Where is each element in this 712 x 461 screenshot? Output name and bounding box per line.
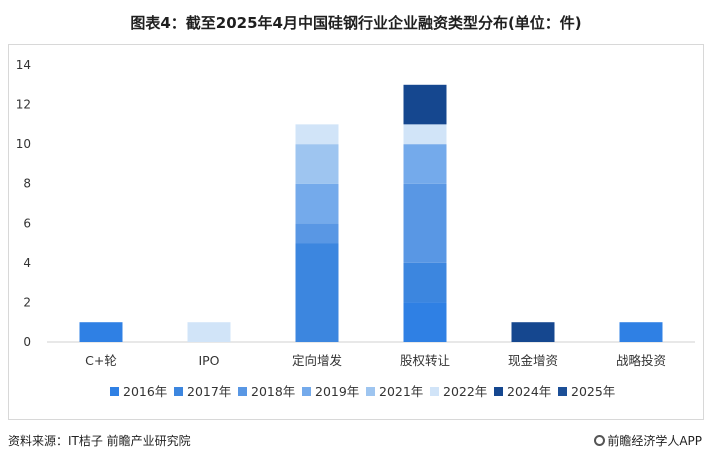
x-tick-label: 现金增资 [508, 353, 558, 368]
legend-swatch [110, 387, 119, 396]
y-tick-label: 12 [16, 98, 31, 112]
stacked-bar-chart: 0 2 4 6 8 10 12 14 C+轮 IPO 定向增发 股权转让 现金增资 战略投资 2016年 20… [16, 58, 695, 399]
bar-segment [295, 183, 339, 224]
y-tick-label: 14 [16, 58, 31, 72]
y-tick-label: 10 [16, 137, 31, 151]
x-tick-label: 股权转让 [400, 353, 450, 368]
bar-segment [295, 124, 339, 145]
brand-label: 前瞻经济学人APP [594, 432, 702, 449]
bar-segment [403, 302, 447, 342]
y-tick-label: 6 [23, 216, 31, 230]
bar-segment [403, 262, 447, 303]
bar-segment [295, 223, 339, 244]
x-tick-label: C+轮 [85, 353, 117, 368]
bar-segment [403, 144, 447, 184]
bar-segment [187, 322, 231, 342]
legend-label: 2018年 [251, 384, 295, 399]
y-tick-label: 2 [23, 295, 31, 309]
x-tick-label: IPO [198, 353, 219, 368]
bar-segment [295, 144, 339, 184]
bar-segment [403, 183, 447, 263]
legend-swatch [174, 387, 183, 396]
legend-swatch [430, 387, 439, 396]
y-tick-label: 0 [23, 335, 31, 349]
bar-segment [403, 124, 447, 145]
bar-segment [619, 322, 663, 342]
legend-label: 2024年 [507, 384, 551, 399]
legend-swatch [238, 387, 247, 396]
y-tick-label: 4 [23, 256, 31, 270]
legend-swatch [366, 387, 375, 396]
chart-frame: 0 2 4 6 8 10 12 14 C+轮 IPO 定向增发 股权转让 现金增资 战略投资 2016年 20… [8, 44, 704, 420]
chart-title: 图表4：截至2025年4月中国硅钢行业企业融资类型分布(单位：件) [130, 14, 582, 32]
source-note: 资料来源：IT桔子 前瞻产业研究院 [8, 434, 191, 448]
brand-logo-icon [594, 435, 606, 446]
bar-segment [295, 243, 339, 342]
legend-label: 2019年 [315, 384, 359, 399]
legend-label: 2025年 [571, 384, 615, 399]
bar-segment [511, 322, 555, 342]
legend-swatch [558, 387, 567, 396]
legend-swatch [302, 387, 311, 396]
legend-label: 2017年 [187, 384, 231, 399]
x-tick-label: 定向增发 [292, 353, 343, 368]
legend-swatch [494, 387, 503, 396]
x-tick-label: 战略投资 [616, 353, 666, 368]
bar-segment [403, 84, 447, 125]
bar-segment [79, 322, 123, 342]
legend-label: 2016年 [123, 384, 167, 399]
brand-text: 前瞻经济学人APP [607, 434, 702, 448]
legend-label: 2022年 [443, 384, 487, 399]
y-tick-label: 8 [23, 177, 31, 191]
legend-label: 2021年 [379, 384, 423, 399]
